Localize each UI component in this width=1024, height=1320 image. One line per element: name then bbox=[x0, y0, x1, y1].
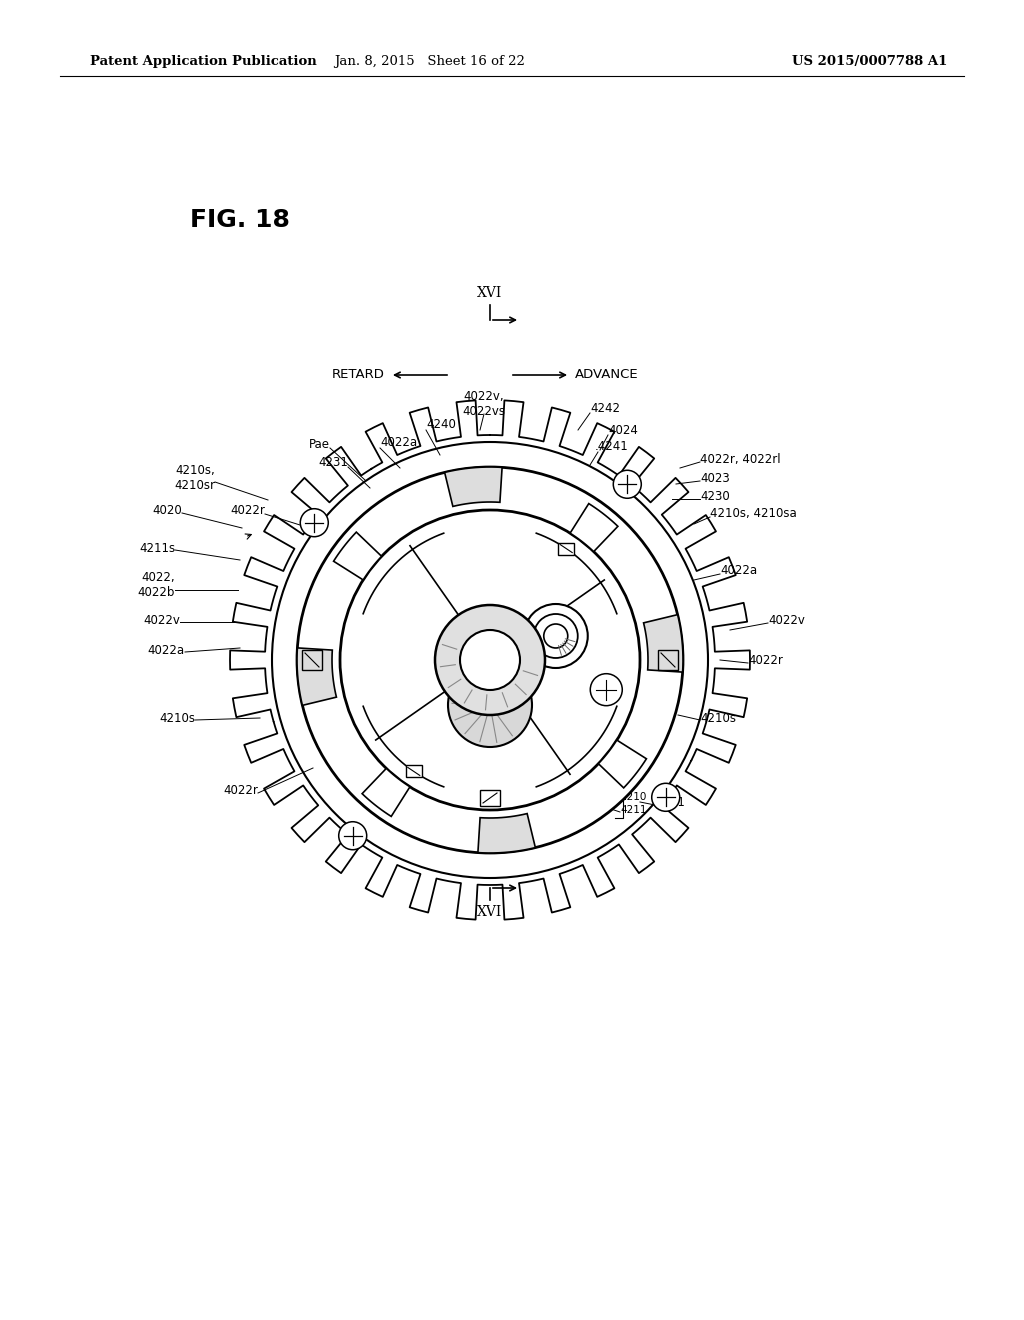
Text: 4022r: 4022r bbox=[223, 784, 258, 796]
Polygon shape bbox=[406, 766, 422, 777]
Text: 4020: 4020 bbox=[153, 503, 182, 516]
Text: 4210s: 4210s bbox=[700, 711, 736, 725]
Polygon shape bbox=[444, 467, 502, 507]
Circle shape bbox=[435, 605, 545, 715]
Text: 4240: 4240 bbox=[426, 418, 456, 432]
Text: 4022a: 4022a bbox=[469, 805, 507, 818]
Polygon shape bbox=[478, 813, 536, 853]
Text: 4022a: 4022a bbox=[720, 564, 757, 577]
Circle shape bbox=[340, 510, 640, 810]
Text: 4211: 4211 bbox=[620, 805, 646, 814]
Circle shape bbox=[297, 467, 683, 853]
Text: 4022r, 4022rl: 4022r, 4022rl bbox=[700, 454, 780, 466]
Circle shape bbox=[651, 783, 680, 812]
Text: FIG. 18: FIG. 18 bbox=[190, 209, 290, 232]
Text: 4022,
4022b: 4022, 4022b bbox=[137, 572, 175, 599]
Text: 4022a: 4022a bbox=[147, 644, 185, 656]
Text: 4022r: 4022r bbox=[748, 653, 783, 667]
Circle shape bbox=[590, 673, 623, 706]
Text: 4230: 4230 bbox=[700, 490, 730, 503]
Text: Pae: Pae bbox=[309, 438, 330, 451]
Bar bbox=[302, 649, 322, 671]
Circle shape bbox=[339, 822, 367, 850]
Text: 4231: 4231 bbox=[318, 455, 348, 469]
Text: XVI: XVI bbox=[477, 906, 503, 919]
Polygon shape bbox=[598, 741, 646, 788]
Bar bbox=[480, 789, 500, 807]
Polygon shape bbox=[643, 615, 683, 672]
Text: 4210: 4210 bbox=[620, 792, 646, 803]
Text: 4024: 4024 bbox=[608, 424, 638, 437]
Text: 4022v: 4022v bbox=[143, 614, 180, 627]
Text: 4210s,
4210sr: 4210s, 4210sr bbox=[174, 465, 215, 492]
Circle shape bbox=[613, 470, 641, 498]
Text: .4241: .4241 bbox=[595, 441, 629, 454]
Polygon shape bbox=[558, 543, 574, 554]
Text: ADVANCE: ADVANCE bbox=[575, 368, 639, 381]
Text: 4022v: 4022v bbox=[441, 829, 478, 842]
Text: 2: 2 bbox=[365, 796, 372, 808]
Circle shape bbox=[534, 614, 578, 657]
Circle shape bbox=[544, 624, 567, 648]
Text: 4023: 4023 bbox=[700, 471, 730, 484]
Text: XVI: XVI bbox=[477, 286, 503, 300]
Text: RETARD: RETARD bbox=[332, 368, 385, 381]
Polygon shape bbox=[362, 768, 410, 817]
Polygon shape bbox=[570, 503, 617, 552]
Circle shape bbox=[300, 508, 329, 537]
Text: Patent Application Publication: Patent Application Publication bbox=[90, 55, 316, 69]
Circle shape bbox=[262, 432, 718, 888]
Polygon shape bbox=[297, 648, 337, 705]
Circle shape bbox=[449, 663, 532, 747]
Text: US 2015/0007788 A1: US 2015/0007788 A1 bbox=[793, 55, 947, 69]
Circle shape bbox=[460, 630, 520, 690]
Bar bbox=[658, 649, 678, 671]
Text: Jan. 8, 2015   Sheet 16 of 22: Jan. 8, 2015 Sheet 16 of 22 bbox=[335, 55, 525, 69]
Text: 4210s, 4210sa: 4210s, 4210sa bbox=[710, 507, 797, 520]
Text: 4211s: 4211s bbox=[139, 541, 175, 554]
Text: 4022r: 4022r bbox=[230, 504, 265, 517]
Text: 4022v,
4022vs: 4022v, 4022vs bbox=[463, 389, 506, 418]
Text: 4242: 4242 bbox=[590, 401, 620, 414]
Text: 4022a: 4022a bbox=[380, 437, 417, 450]
Text: 4021: 4021 bbox=[655, 796, 685, 809]
Text: 4210s: 4210s bbox=[159, 711, 195, 725]
Circle shape bbox=[523, 605, 588, 668]
Text: 4022v: 4022v bbox=[768, 614, 805, 627]
Polygon shape bbox=[334, 532, 382, 579]
